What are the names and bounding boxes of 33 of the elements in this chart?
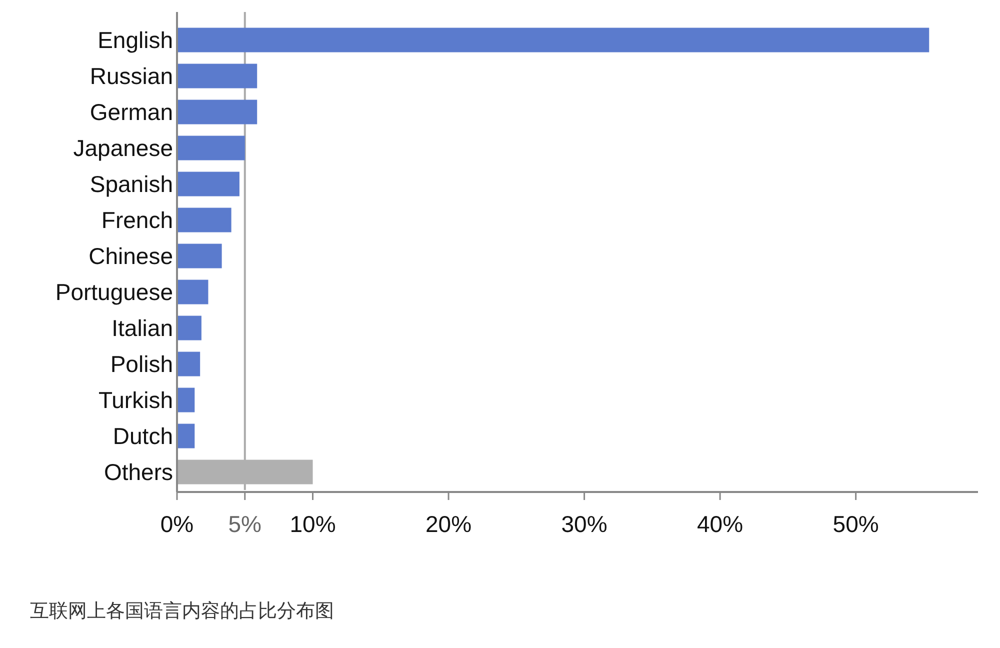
x-tick-label: 5% xyxy=(228,511,262,537)
bar xyxy=(177,352,200,376)
x-tick-label: 50% xyxy=(832,511,879,537)
x-tick-label: 20% xyxy=(426,511,472,537)
bar xyxy=(177,424,195,448)
bar xyxy=(177,316,202,340)
y-tick-label: Italian xyxy=(112,315,173,341)
bar xyxy=(177,28,930,52)
y-tick-label: Japanese xyxy=(73,135,173,161)
y-tick-label: Spanish xyxy=(90,171,173,197)
bar xyxy=(177,208,232,232)
bar xyxy=(177,244,222,268)
y-tick-label: French xyxy=(101,207,173,233)
y-tick-label: Chinese xyxy=(88,243,173,269)
y-tick-label: Others xyxy=(104,459,173,485)
y-tick-label: Dutch xyxy=(112,423,173,449)
bar xyxy=(177,64,258,88)
y-tick-label: Turkish xyxy=(98,387,173,413)
y-tick-label: German xyxy=(90,99,173,125)
x-tick-label: 0% xyxy=(160,511,194,537)
y-tick-label: Russian xyxy=(90,63,173,89)
bar xyxy=(177,280,208,304)
bar xyxy=(177,100,258,124)
y-tick-label: English xyxy=(98,27,173,53)
y-tick-label: Portuguese xyxy=(55,279,173,305)
x-tick-label: 30% xyxy=(561,511,608,537)
text: 互联网上各国语言内容的占比分布图 xyxy=(30,600,334,622)
bar xyxy=(177,136,245,160)
bar xyxy=(177,172,240,196)
x-tick-label: 10% xyxy=(290,511,336,537)
y-tick-label: Polish xyxy=(110,351,173,377)
x-tick-label: 40% xyxy=(697,511,744,537)
bar xyxy=(177,388,195,412)
